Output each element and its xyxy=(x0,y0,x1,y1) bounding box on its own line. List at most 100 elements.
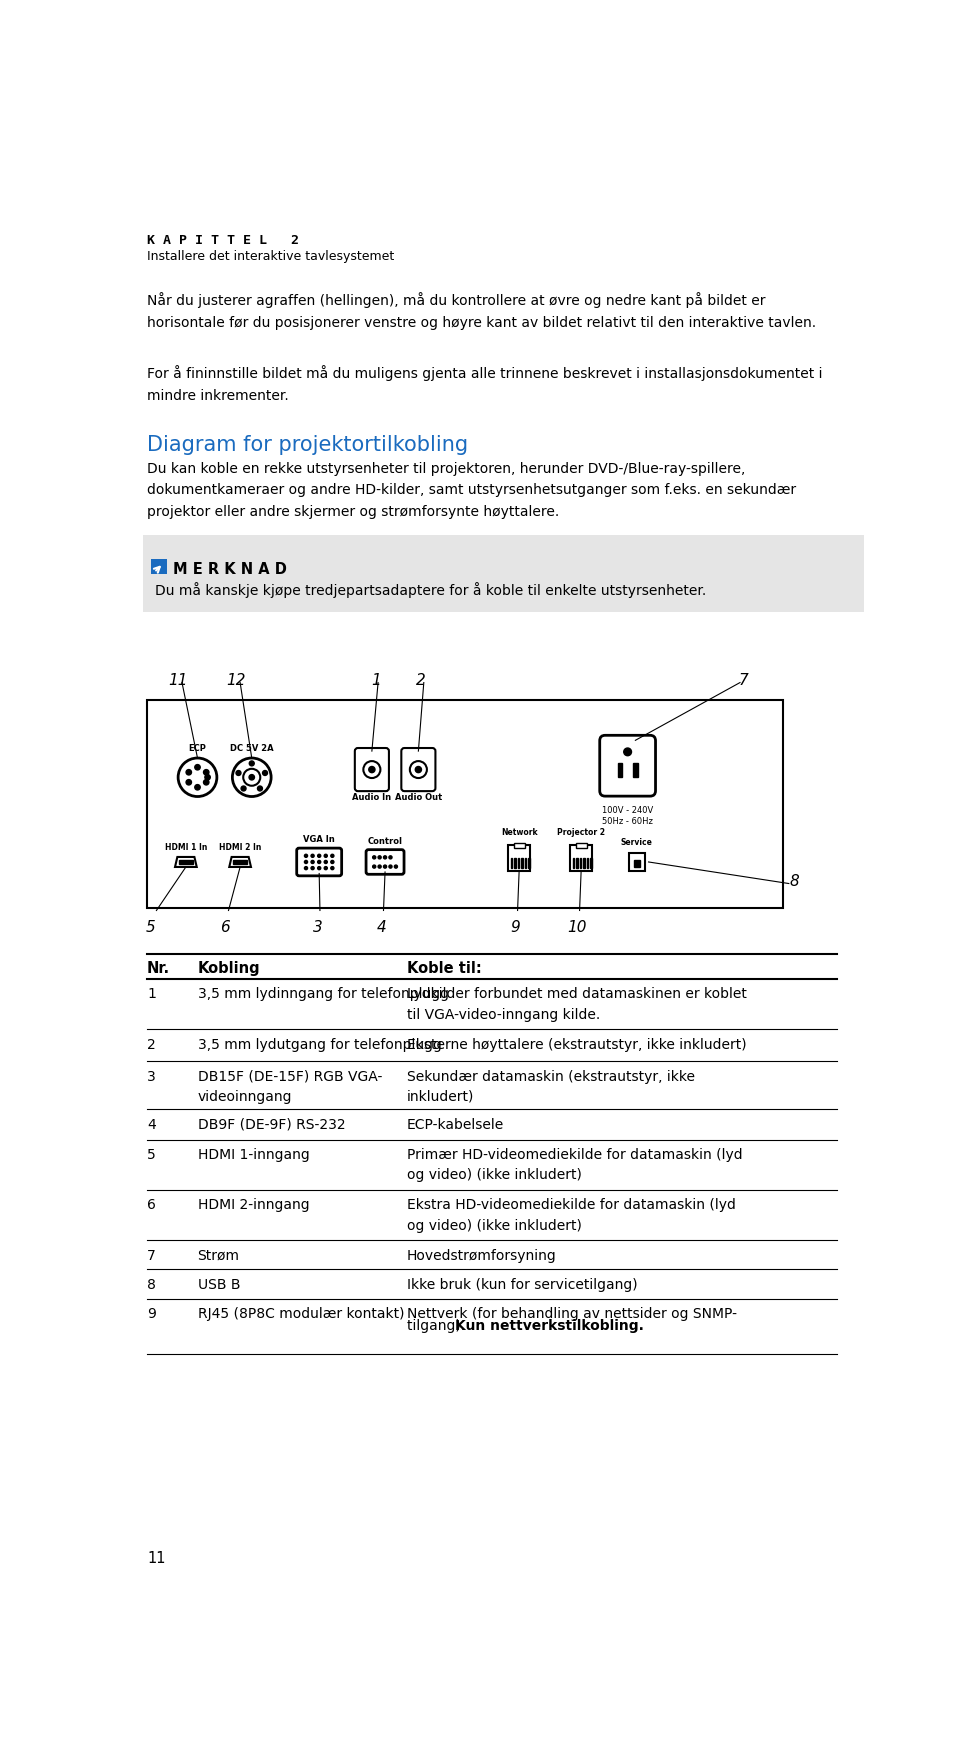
Circle shape xyxy=(318,861,321,863)
Circle shape xyxy=(195,764,201,770)
Text: Hovedstrømforsyning: Hovedstrømforsyning xyxy=(407,1249,557,1263)
Circle shape xyxy=(179,757,217,796)
Polygon shape xyxy=(229,858,251,866)
Text: Nr.: Nr. xyxy=(147,960,170,976)
Bar xyxy=(514,844,524,849)
Text: HDMI 2 In: HDMI 2 In xyxy=(219,842,261,852)
Text: Diagram for projektortilkobling: Diagram for projektortilkobling xyxy=(147,435,468,454)
Circle shape xyxy=(389,865,392,868)
Text: Eksterne høyttalere (ekstrautstyr, ikke inkludert): Eksterne høyttalere (ekstrautstyr, ikke … xyxy=(407,1037,746,1051)
Circle shape xyxy=(324,866,327,870)
Text: 11: 11 xyxy=(147,1551,166,1566)
Circle shape xyxy=(186,780,191,785)
Bar xyxy=(233,861,247,863)
Text: 12: 12 xyxy=(227,673,246,689)
Text: Koble til:: Koble til: xyxy=(407,960,482,976)
Circle shape xyxy=(232,757,271,796)
Circle shape xyxy=(331,866,334,870)
Text: Strøm: Strøm xyxy=(198,1249,239,1263)
Bar xyxy=(524,858,526,868)
Text: 10: 10 xyxy=(567,919,587,935)
Bar xyxy=(151,558,166,574)
Bar xyxy=(576,844,587,849)
Circle shape xyxy=(311,861,314,863)
Circle shape xyxy=(383,856,387,859)
Circle shape xyxy=(318,866,321,870)
Circle shape xyxy=(311,854,314,858)
Text: Kun nettverkstilkobling.: Kun nettverkstilkobling. xyxy=(455,1319,643,1333)
Text: 5: 5 xyxy=(147,1148,156,1162)
Circle shape xyxy=(195,785,201,791)
Text: VGA In: VGA In xyxy=(303,835,335,844)
Text: 11: 11 xyxy=(168,673,188,689)
Bar xyxy=(147,701,782,909)
Circle shape xyxy=(318,854,321,858)
Text: 6: 6 xyxy=(220,919,229,935)
Text: 7: 7 xyxy=(147,1249,156,1263)
Circle shape xyxy=(304,861,307,863)
Text: USB B: USB B xyxy=(198,1278,240,1293)
Bar xyxy=(143,535,864,611)
Text: 7: 7 xyxy=(739,673,749,689)
Text: 3: 3 xyxy=(147,1071,156,1083)
Circle shape xyxy=(304,866,307,870)
Circle shape xyxy=(395,865,397,868)
Circle shape xyxy=(372,865,375,868)
Text: Lydkilder forbundet med datamaskinen er koblet
til VGA-video-inngang kilde.: Lydkilder forbundet med datamaskinen er … xyxy=(407,988,747,1021)
Bar xyxy=(508,845,530,872)
Circle shape xyxy=(624,748,632,755)
Text: Ekstra HD-videomediekilde for datamaskin (lyd
og video) (ikke inkludert): Ekstra HD-videomediekilde for datamaskin… xyxy=(407,1199,735,1233)
Text: DB15F (DE-15F) RGB VGA-
videoinngang: DB15F (DE-15F) RGB VGA- videoinngang xyxy=(198,1071,382,1104)
Text: 2: 2 xyxy=(147,1037,156,1051)
Text: 8: 8 xyxy=(789,873,799,889)
Circle shape xyxy=(383,865,387,868)
Bar xyxy=(521,858,522,868)
Circle shape xyxy=(369,766,375,773)
FancyBboxPatch shape xyxy=(366,849,404,873)
Text: Projector 2: Projector 2 xyxy=(557,828,605,836)
Circle shape xyxy=(204,775,210,780)
Text: 4: 4 xyxy=(376,919,386,935)
Text: Sekundær datamaskin (ekstrautstyr, ikke
inkludert): Sekundær datamaskin (ekstrautstyr, ikke … xyxy=(407,1071,695,1104)
Circle shape xyxy=(331,854,334,858)
Circle shape xyxy=(311,866,314,870)
Circle shape xyxy=(204,780,209,785)
Circle shape xyxy=(241,785,246,791)
Text: 3: 3 xyxy=(313,919,323,935)
Text: 4: 4 xyxy=(147,1118,156,1132)
Circle shape xyxy=(378,865,381,868)
Circle shape xyxy=(410,761,427,778)
Circle shape xyxy=(331,861,334,863)
Text: Installere det interaktive tavlesystemet: Installere det interaktive tavlesystemet xyxy=(147,250,395,262)
Text: 100V - 240V
50Hz - 60Hz: 100V - 240V 50Hz - 60Hz xyxy=(602,807,653,826)
FancyBboxPatch shape xyxy=(297,849,342,875)
Text: HDMI 2-inngang: HDMI 2-inngang xyxy=(198,1199,309,1213)
Bar xyxy=(511,858,512,868)
FancyBboxPatch shape xyxy=(355,748,389,791)
Bar xyxy=(179,861,193,863)
Bar xyxy=(633,764,637,777)
Text: 6: 6 xyxy=(147,1199,156,1213)
Bar xyxy=(528,858,530,868)
Text: Nettverk (for behandling av nettsider og SNMP-: Nettverk (for behandling av nettsider og… xyxy=(407,1307,736,1321)
Circle shape xyxy=(363,761,380,778)
Circle shape xyxy=(378,856,381,859)
Text: ECP-kabelsele: ECP-kabelsele xyxy=(407,1118,504,1132)
Text: 3,5 mm lydinngang for telefonplugg: 3,5 mm lydinngang for telefonplugg xyxy=(198,988,448,1002)
Text: 2: 2 xyxy=(416,673,425,689)
Text: Control: Control xyxy=(368,836,402,845)
Text: ECP: ECP xyxy=(188,745,206,754)
Text: 1: 1 xyxy=(147,988,156,1002)
Text: 9: 9 xyxy=(147,1307,156,1321)
Circle shape xyxy=(204,770,209,775)
Text: 3,5 mm lydutgang for telefonplugg: 3,5 mm lydutgang for telefonplugg xyxy=(198,1037,442,1051)
Text: DB9F (DE-9F) RS-232: DB9F (DE-9F) RS-232 xyxy=(198,1118,346,1132)
Text: M E R K N A D: M E R K N A D xyxy=(173,562,287,576)
Circle shape xyxy=(236,771,241,775)
Text: Network: Network xyxy=(501,828,538,836)
Text: Ikke bruk (kun for servicetilgang): Ikke bruk (kun for servicetilgang) xyxy=(407,1278,637,1293)
Text: For å fininnstille bildet må du muligens gjenta alle trinnene beskrevet i instal: For å fininnstille bildet må du muligens… xyxy=(147,365,823,403)
Bar xyxy=(590,858,591,868)
Text: Primær HD-videomediekilde for datamaskin (lyd
og video) (ikke inkludert): Primær HD-videomediekilde for datamaskin… xyxy=(407,1148,742,1182)
Circle shape xyxy=(186,770,191,775)
